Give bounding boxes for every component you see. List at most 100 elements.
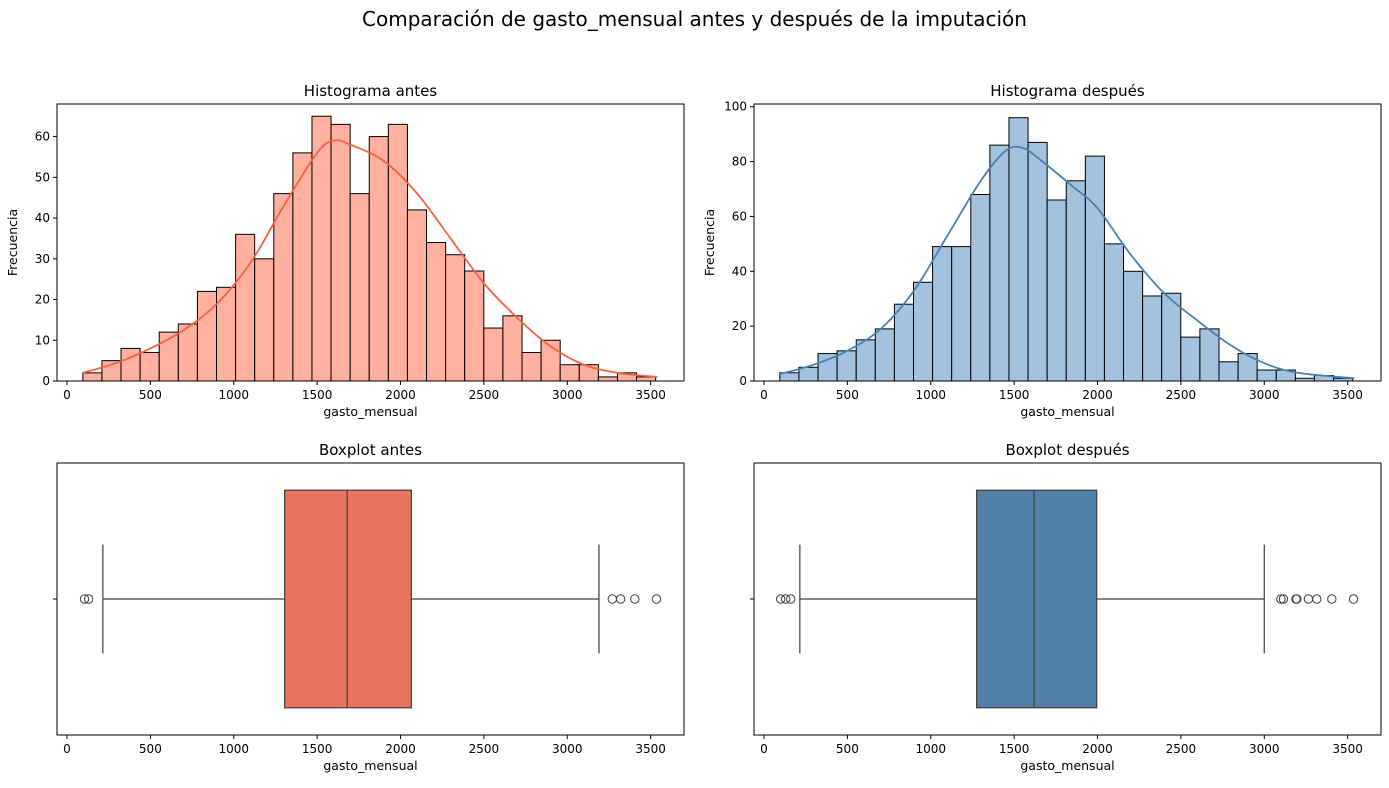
histogram-bar	[1084, 155, 1105, 382]
histogram-before-panel: Histograma antes 0 10 20 30 40 50 60 Frecuencia 0…	[5, 82, 685, 419]
y-tick-label: 80	[732, 155, 747, 169]
histogram-bar	[1046, 199, 1067, 382]
x-tick-label: 2500	[1166, 388, 1197, 402]
axes-frame	[753, 462, 1382, 736]
histogram-bar	[893, 303, 915, 382]
x-axis-label: gasto_mensual	[323, 758, 417, 773]
boxplot-after-panel: Boxplot después 0 500 1000 1500 2000 2500 3000 3…	[750, 441, 1382, 773]
figure-title: Comparación de gasto_mensual antes y des…	[362, 7, 1027, 31]
y-tick-label: 0	[42, 374, 50, 388]
histogram-bar	[1008, 117, 1029, 382]
x-tick-label: 1000	[915, 388, 946, 402]
histogram-bar	[445, 254, 466, 382]
histogram-bar	[1199, 328, 1220, 382]
histogram-bar	[426, 242, 447, 382]
histogram-bar	[874, 328, 895, 382]
x-tick-label: 2000	[1082, 388, 1113, 402]
histogram-bar	[349, 193, 370, 382]
x-tick-label: 2500	[469, 388, 500, 402]
x-tick-label: 2000	[385, 742, 416, 756]
histogram-bar	[1218, 361, 1239, 382]
y-tick-label: 40	[732, 264, 747, 278]
y-tick-label: 60	[35, 130, 50, 144]
kde-line	[82, 139, 658, 378]
histogram-bar	[1065, 180, 1086, 382]
histogram-bar	[330, 123, 351, 382]
x-tick-label: 2000	[385, 388, 416, 402]
histogram-bar	[913, 281, 934, 382]
outlier-point	[79, 594, 90, 604]
histogram-bar	[387, 123, 408, 382]
x-tick-label: 3000	[1249, 742, 1280, 756]
y-tick-label: 100	[724, 100, 747, 114]
x-tick-label: 1000	[218, 742, 249, 756]
histogram-bar	[235, 233, 256, 382]
histogram-bar	[1027, 141, 1048, 382]
panel-title: Boxplot antes	[319, 441, 422, 459]
y-tick-label: 20	[732, 319, 747, 333]
x-tick-label: 500	[836, 388, 859, 402]
x-tick-label: 500	[836, 742, 859, 756]
histogram-bar	[196, 290, 218, 382]
x-tick-label: 1000	[218, 388, 249, 402]
x-axis-label: gasto_mensual	[1020, 758, 1114, 773]
histogram-bar	[1123, 270, 1144, 382]
box-iqr	[284, 489, 412, 709]
histogram-bar	[464, 270, 485, 382]
outlier-point	[1312, 594, 1322, 604]
axes-frame	[56, 103, 685, 382]
x-tick-label: 1500	[999, 388, 1030, 402]
x-tick-label: 3000	[1249, 388, 1280, 402]
x-tick-label: 0	[760, 742, 768, 756]
y-tick-label: 40	[35, 211, 50, 225]
x-tick-label: 3500	[1332, 742, 1363, 756]
y-axis-label: Frecuencia	[702, 209, 717, 276]
outlier-point	[1276, 594, 1286, 604]
axes-frame	[56, 462, 685, 736]
histogram-bar	[254, 258, 275, 382]
histogram-bar	[932, 246, 953, 382]
x-tick-label: 3000	[552, 388, 583, 402]
histogram-bar	[1180, 336, 1201, 382]
outlier-point	[83, 594, 94, 604]
y-tick-label: 20	[35, 293, 50, 307]
outlier-point	[651, 594, 662, 604]
x-tick-label: 500	[139, 742, 162, 756]
outlier-point	[1303, 594, 1314, 604]
outlier-point	[1327, 594, 1337, 604]
x-tick-label: 2500	[1166, 742, 1197, 756]
outlier-point	[785, 594, 796, 604]
panel-title: Boxplot después	[1005, 441, 1129, 459]
histogram-bar	[521, 351, 542, 382]
x-tick-label: 3500	[635, 388, 666, 402]
kde-line	[779, 145, 1355, 380]
histogram-bar	[368, 136, 389, 382]
x-tick-label: 1000	[915, 742, 946, 756]
x-tick-label: 1500	[302, 742, 333, 756]
outlier-point	[1348, 594, 1359, 604]
histogram-bar	[1103, 243, 1125, 382]
x-tick-label: 3500	[1332, 388, 1363, 402]
histogram-bar	[636, 376, 657, 382]
x-tick-label: 0	[760, 388, 768, 402]
box-iqr	[976, 489, 1098, 709]
y-tick-label: 60	[732, 209, 747, 223]
histogram-bar	[120, 347, 141, 382]
histogram-bar	[989, 144, 1010, 382]
histogram-bar	[273, 193, 294, 382]
histogram-bar	[483, 327, 504, 382]
axes-frame	[753, 103, 1382, 382]
y-tick-label: 30	[35, 252, 50, 266]
x-axis-label: gasto_mensual	[1020, 404, 1114, 419]
x-tick-label: 0	[63, 388, 71, 402]
histogram-bar	[855, 339, 876, 382]
histogram-bar	[798, 366, 819, 382]
histogram-bar	[139, 351, 160, 382]
x-tick-label: 2500	[469, 742, 500, 756]
outlier-point	[607, 594, 617, 604]
boxplot-before-panel: Boxplot antes 0 500 1000 1500 2000 2500 3000 350…	[53, 441, 685, 773]
outlier-point	[775, 594, 786, 604]
y-tick-label: 50	[35, 170, 50, 184]
y-tick-label: 0	[739, 374, 747, 388]
